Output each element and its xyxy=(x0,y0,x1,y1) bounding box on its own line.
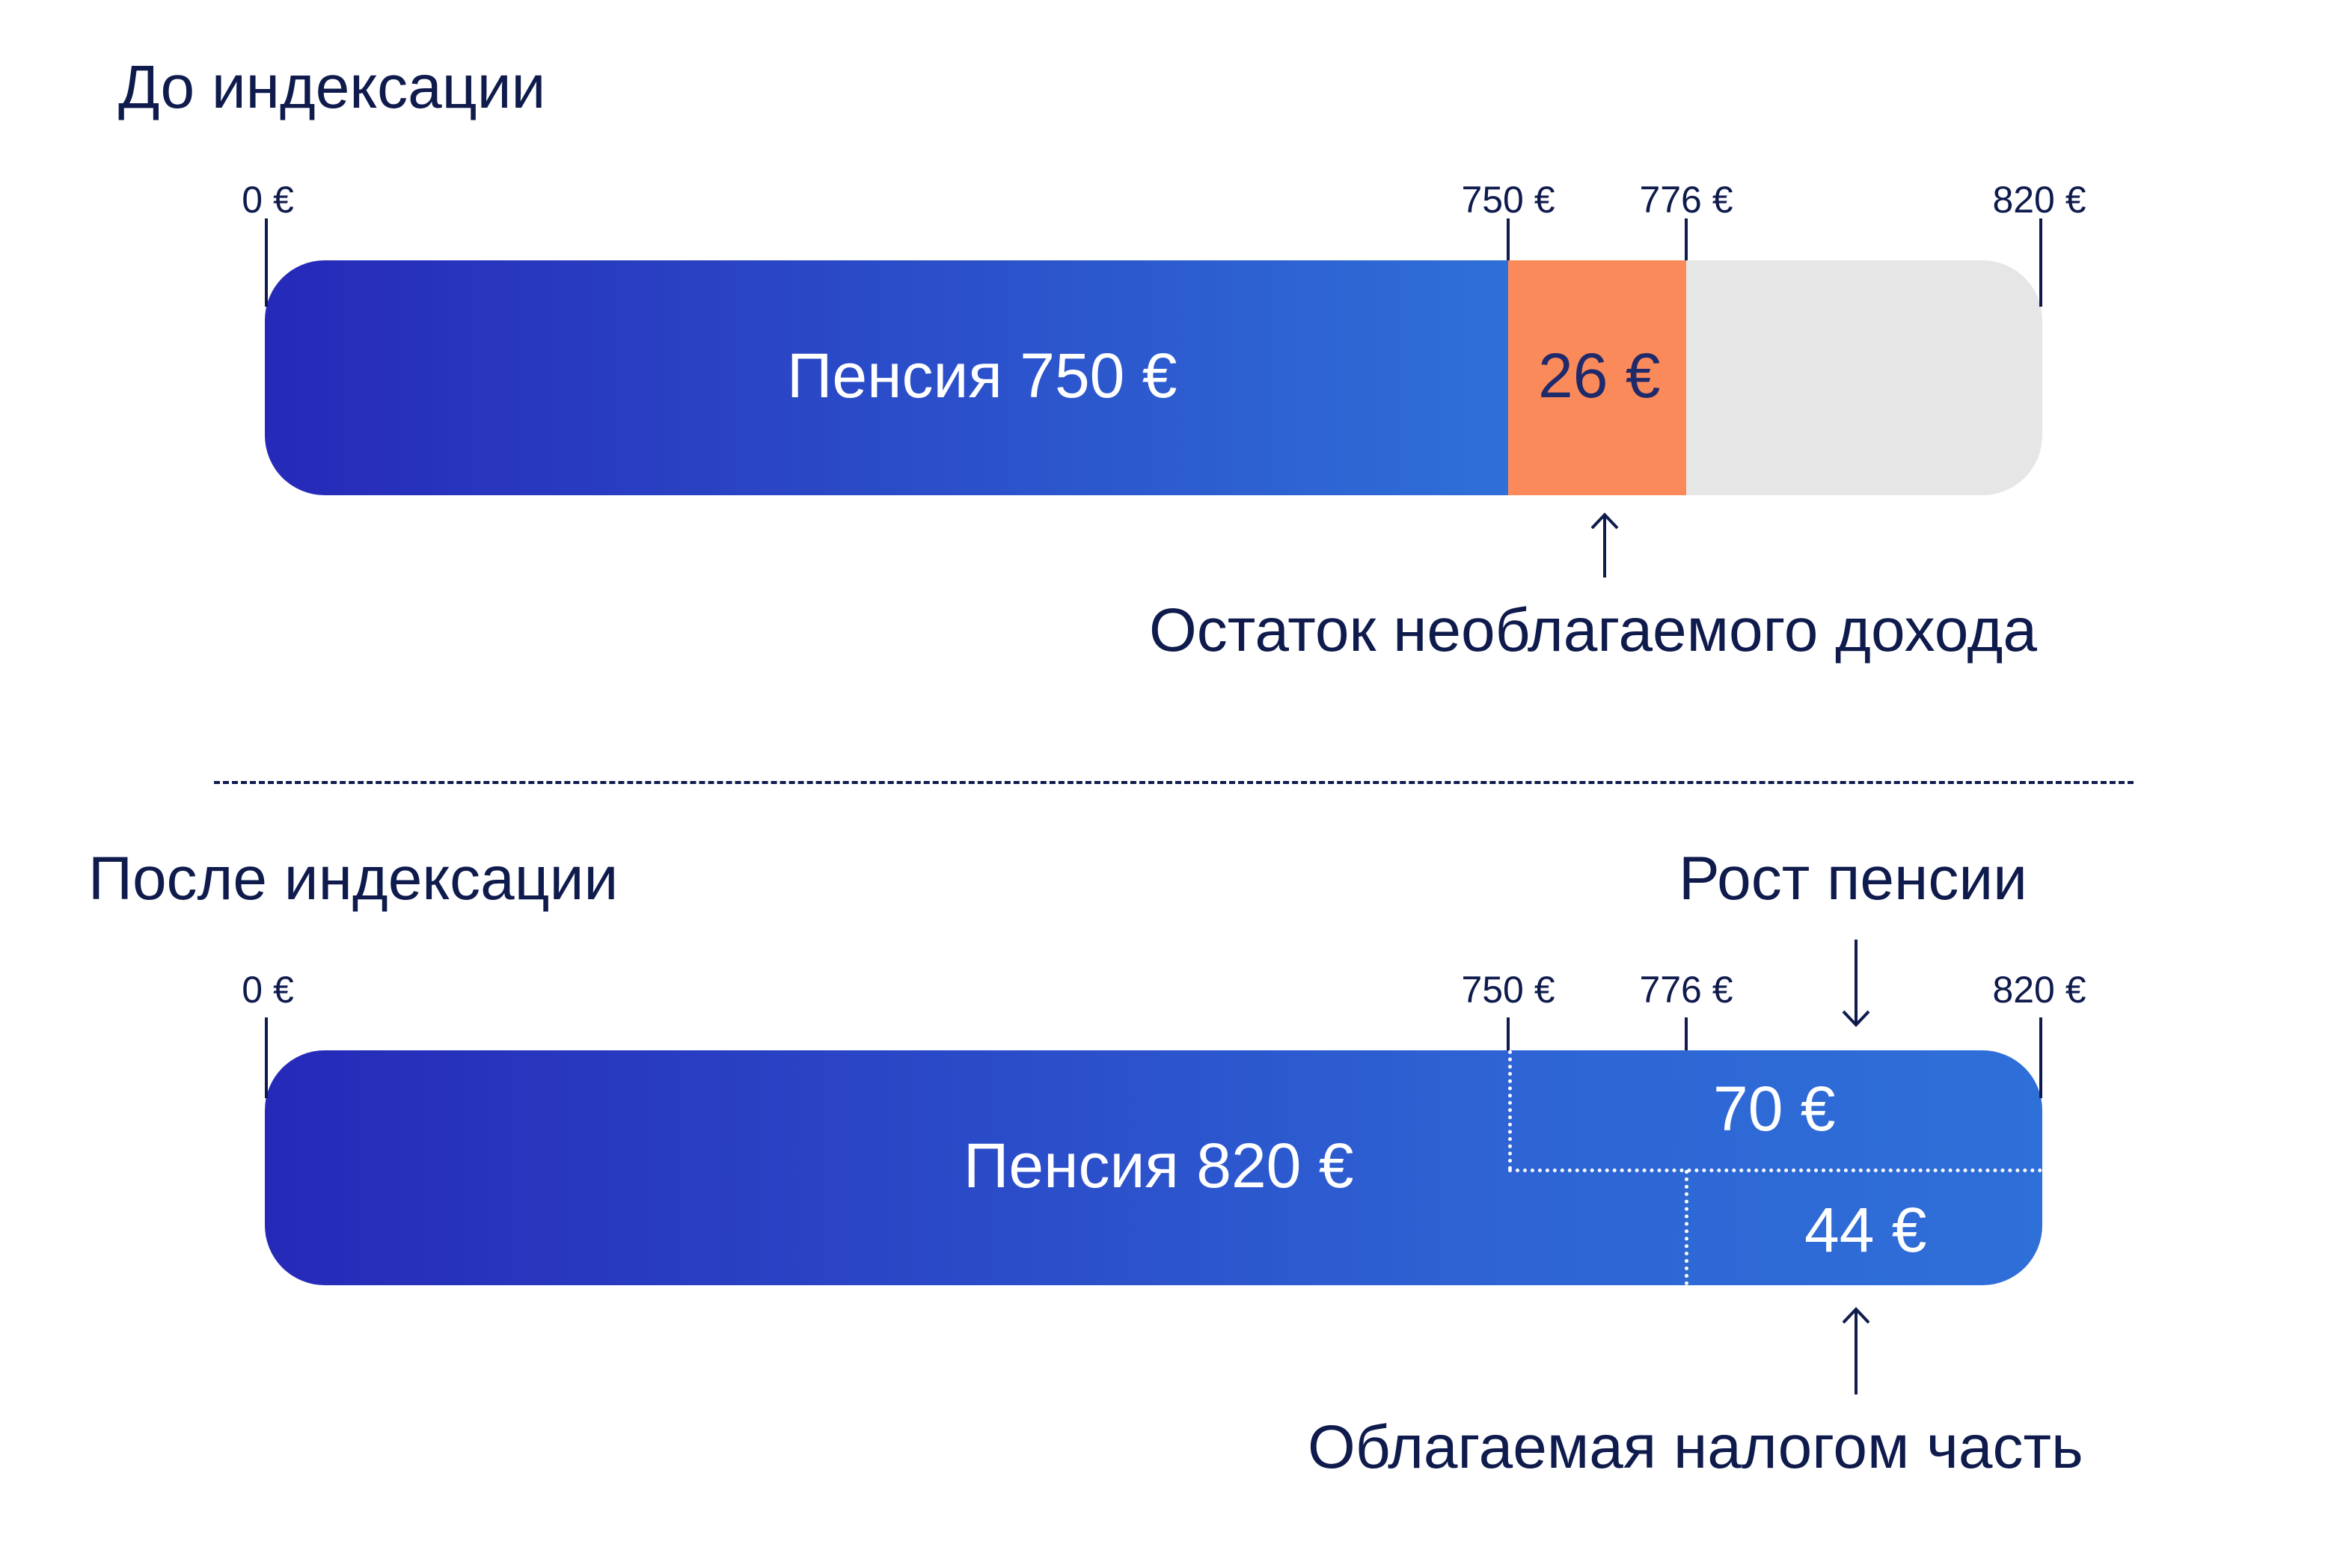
taxable-segment-left-border xyxy=(1685,1170,1688,1285)
after-tick-750 xyxy=(1507,1017,1510,1050)
before-title: До индексации xyxy=(118,53,546,121)
after-tick-label-750: 750 € xyxy=(1461,969,1555,1011)
before-tick-820 xyxy=(2039,218,2042,307)
before-tick-label-776: 776 € xyxy=(1639,179,1733,221)
before-tick-label-820: 820 € xyxy=(1992,179,2086,221)
after-tick-776 xyxy=(1685,1017,1688,1050)
taxable-label: 44 € xyxy=(1804,1195,1927,1265)
growth-segment-bottom-border xyxy=(1508,1169,2042,1172)
after-pension-segment xyxy=(265,1050,2042,1285)
before-tick-776 xyxy=(1685,218,1688,260)
growth-caption: Рост пенсии xyxy=(1679,845,2027,913)
before-pension-segment xyxy=(265,260,1508,495)
after-tick-label-776: 776 € xyxy=(1639,969,1733,1011)
growth-label: 70 € xyxy=(1713,1074,1836,1144)
before-bar xyxy=(265,260,2042,495)
before-up-arrow-icon xyxy=(1590,512,1619,579)
before-tick-label-750: 750 € xyxy=(1461,179,1555,221)
section-divider xyxy=(214,781,2134,784)
after-title: После индексации xyxy=(88,845,619,913)
after-tick-label-820: 820 € xyxy=(1992,969,2086,1011)
before-tick-750 xyxy=(1507,218,1510,260)
before-tick-label-0: 0 € xyxy=(242,179,294,221)
after-tick-820 xyxy=(2039,1017,2042,1098)
before-unused-segment xyxy=(1686,260,2042,495)
after-tick-0 xyxy=(265,1017,268,1098)
before-remainder-label: 26 € xyxy=(1538,340,1661,411)
before-tick-0 xyxy=(265,218,268,307)
after-caption: Облагаемая налогом часть xyxy=(1308,1413,2083,1481)
after-pension-label: Пенсия 820 € xyxy=(964,1130,1354,1201)
before-remainder-segment xyxy=(1508,260,1686,495)
before-caption: Остаток необлагаемого дохода xyxy=(1149,596,2037,664)
before-pension-label: Пенсия 750 € xyxy=(787,340,1177,411)
growth-segment-left-border xyxy=(1508,1050,1512,1170)
after-tick-label-0: 0 € xyxy=(242,969,294,1011)
taxable-up-arrow-icon xyxy=(1842,1307,1870,1396)
growth-down-arrow-icon xyxy=(1842,938,1870,1027)
after-bar xyxy=(265,1050,2042,1285)
